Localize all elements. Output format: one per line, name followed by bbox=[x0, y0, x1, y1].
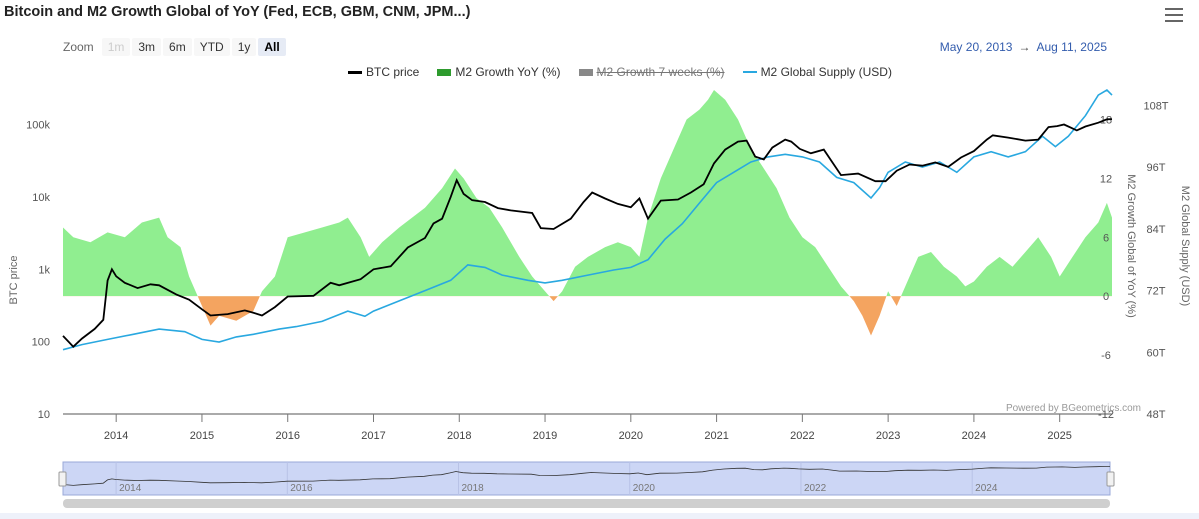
zoom-1m-button[interactable]: 1m bbox=[101, 38, 131, 56]
range-arrow: → bbox=[1018, 40, 1031, 54]
menu-icon[interactable] bbox=[1165, 8, 1183, 22]
chart-title: Bitcoin and M2 Growth Global of YoY (Fed… bbox=[4, 4, 471, 20]
y-growth-tick-label: 0 bbox=[1103, 291, 1109, 303]
m2-growth-area-positive bbox=[63, 90, 1112, 297]
range-to[interactable]: Aug 11, 2025 bbox=[1036, 40, 1107, 54]
date-range[interactable]: May 20, 2013 → Aug 11, 2025 bbox=[940, 40, 1107, 54]
y-supply-tick-label: 84T bbox=[1147, 224, 1166, 236]
navigator-window bbox=[62, 461, 1111, 496]
navigator-right-handle[interactable] bbox=[1106, 471, 1115, 487]
x-tick-label: 2023 bbox=[876, 430, 900, 442]
x-tick-label: 2022 bbox=[790, 430, 814, 442]
navigator-tick-label: 2024 bbox=[975, 483, 998, 494]
page-bottom-bar bbox=[0, 513, 1199, 519]
navigator-tick-label: 2018 bbox=[462, 483, 485, 494]
zoom-all-button[interactable]: All bbox=[258, 38, 286, 56]
legend-item-btc[interactable]: BTC price bbox=[348, 65, 419, 79]
x-tick-label: 2016 bbox=[275, 430, 299, 442]
zoom-label: Zoom bbox=[63, 40, 94, 54]
y-supply-axis-label: M2 Global Supply (USD) bbox=[1179, 186, 1191, 306]
y-supply-tick-label: 96T bbox=[1147, 162, 1166, 174]
y-growth-tick-label: 6 bbox=[1103, 232, 1109, 244]
y-left-tick-label: 10 bbox=[38, 409, 50, 421]
y-left-axis-label: BTC price bbox=[8, 256, 20, 305]
zoom-toolbar: Zoom 1m 3m 6m YTD 1y All bbox=[63, 38, 286, 56]
navigator-tick-label: 2014 bbox=[119, 483, 142, 494]
x-tick-label: 2018 bbox=[447, 430, 471, 442]
credit[interactable]: Powered by BGeometrics.com bbox=[1005, 403, 1141, 414]
x-tick-label: 2014 bbox=[104, 430, 128, 442]
x-tick-label: 2015 bbox=[190, 430, 214, 442]
zoom-3m-button[interactable]: 3m bbox=[132, 38, 162, 56]
navigator-scrollbar[interactable] bbox=[63, 499, 1110, 508]
y-left-tick-label: 1k bbox=[38, 264, 50, 276]
legend-item-m2-growth[interactable]: M2 Growth YoY (%) bbox=[437, 65, 561, 79]
navigator-tick-label: 2020 bbox=[633, 483, 656, 494]
y-left-tick-label: 100k bbox=[26, 120, 50, 132]
navigator-tick-label: 2022 bbox=[804, 483, 827, 494]
zoom-ytd-button[interactable]: YTD bbox=[193, 38, 230, 56]
x-tick-label: 2025 bbox=[1047, 430, 1071, 442]
zoom-1y-button[interactable]: 1y bbox=[231, 38, 257, 56]
y-supply-tick-label: 72T bbox=[1147, 286, 1166, 298]
x-tick-label: 2017 bbox=[361, 430, 385, 442]
navigator-tick-label: 2016 bbox=[290, 483, 313, 494]
x-tick-label: 2020 bbox=[619, 430, 643, 442]
y-left-tick-label: 10k bbox=[32, 192, 50, 204]
legend: BTC price M2 Growth YoY (%) M2 Growth 7 … bbox=[348, 65, 892, 79]
y-growth-tick-label: 12 bbox=[1100, 173, 1112, 185]
legend-item-m2-growth-7w[interactable]: M2 Growth 7 weeks (%) bbox=[578, 65, 725, 79]
y-supply-tick-label: 48T bbox=[1147, 409, 1166, 421]
y-left-tick-label: 100 bbox=[32, 337, 50, 349]
y-growth-axis-label: M2 Growth Global of YoY (%) bbox=[1125, 174, 1137, 317]
y-supply-tick-label: 108T bbox=[1143, 100, 1168, 112]
m2-growth-area-negative bbox=[63, 296, 1112, 336]
y-supply-tick-label: 60T bbox=[1147, 347, 1166, 359]
range-from[interactable]: May 20, 2013 bbox=[939, 40, 1013, 54]
x-tick-label: 2024 bbox=[962, 430, 986, 442]
btc-price-line bbox=[62, 118, 1113, 348]
navigator-btc-line bbox=[62, 466, 1110, 486]
navigator-left-handle[interactable] bbox=[58, 471, 67, 487]
zoom-6m-button[interactable]: 6m bbox=[163, 38, 192, 56]
m2-supply-line bbox=[62, 88, 1113, 351]
x-tick-label: 2021 bbox=[704, 430, 728, 442]
y-growth-tick-label: -6 bbox=[1101, 350, 1111, 362]
y-growth-tick-label: -12 bbox=[1098, 409, 1114, 421]
x-tick-label: 2019 bbox=[533, 430, 557, 442]
legend-item-m2-supply[interactable]: M2 Global Supply (USD) bbox=[742, 65, 892, 79]
